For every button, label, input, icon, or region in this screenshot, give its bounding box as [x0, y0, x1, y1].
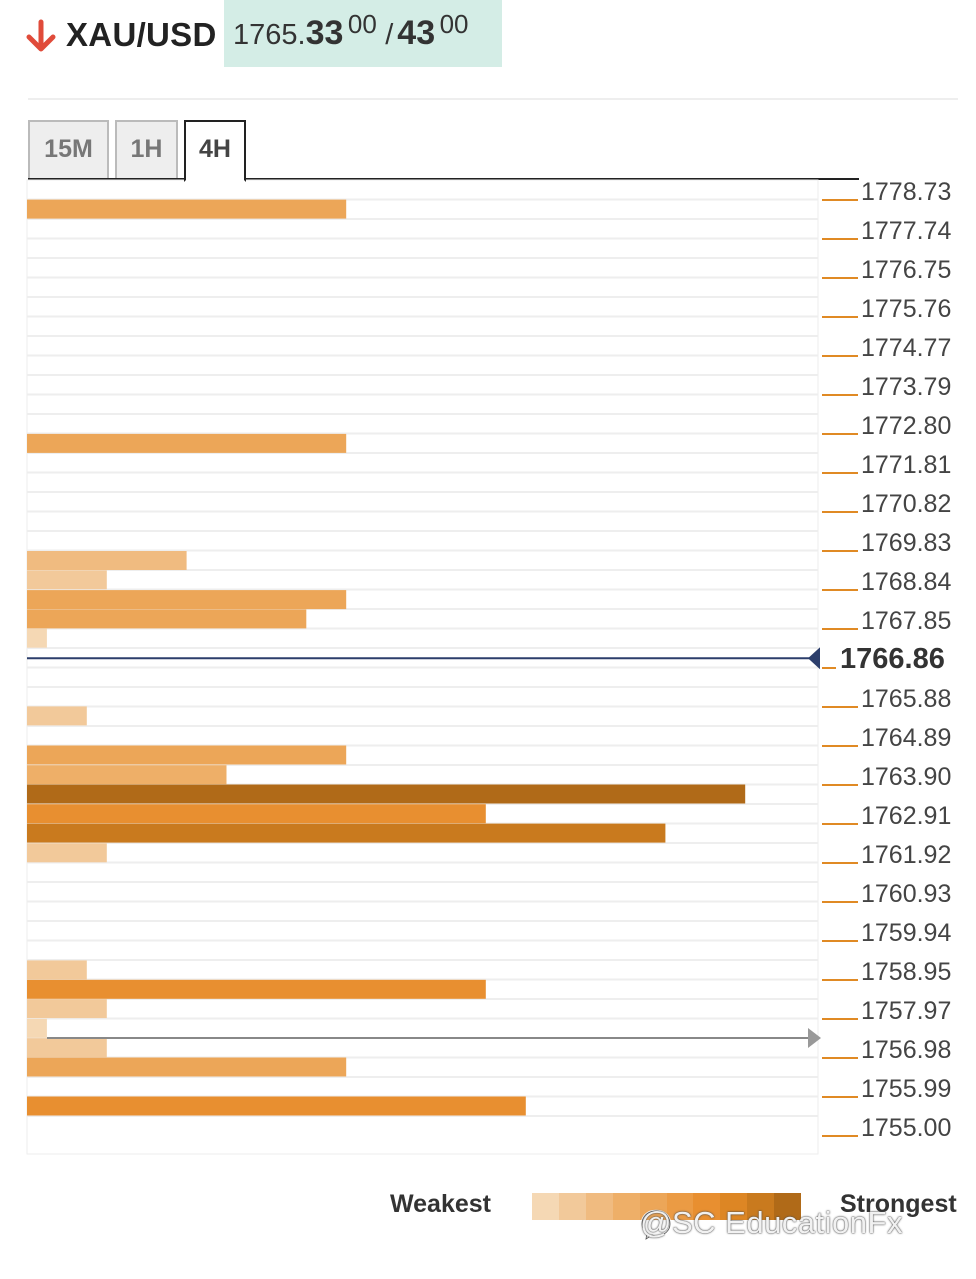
confluence-bar — [27, 628, 47, 648]
price-label: 1764.89 — [861, 724, 951, 752]
legend-swatch — [666, 1193, 694, 1220]
bid-sup: 00 — [347, 9, 377, 39]
quote-separator: / — [385, 19, 394, 51]
confluence-bar — [27, 823, 666, 843]
symbol-title[interactable]: XAU/USD — [66, 16, 217, 53]
price-label: 1755.00 — [861, 1114, 951, 1142]
ask-sup: 00 — [439, 9, 469, 39]
bid-prefix: 1765. — [233, 19, 306, 51]
legend-color-scale — [532, 1193, 802, 1220]
confluence-bar — [27, 1057, 347, 1077]
watermark-text: @SC EducationFx — [640, 1205, 903, 1240]
tab-1h[interactable]: 1H — [115, 120, 178, 180]
confluence-bar — [27, 960, 87, 980]
reference-arrow-icon — [808, 1028, 821, 1048]
confluence-bar — [27, 433, 347, 453]
confluence-bar — [27, 570, 107, 590]
price-label: 1770.82 — [861, 490, 951, 518]
price-label: 1768.84 — [861, 568, 951, 596]
price-label: 1761.92 — [861, 841, 951, 869]
confluence-bar — [27, 765, 227, 785]
price-label: 1775.76 — [861, 295, 951, 323]
down-arrow-icon — [26, 19, 56, 52]
price-label: 1763.90 — [861, 763, 951, 791]
price-label: 1762.91 — [861, 802, 951, 830]
bid-bold: 33 — [305, 14, 344, 52]
legend-swatch — [747, 1193, 775, 1220]
confluence-bar — [27, 551, 187, 570]
current-price-marker-icon — [808, 647, 820, 670]
price-label: 1759.94 — [861, 919, 951, 947]
price-label: 1756.98 — [861, 1036, 951, 1064]
confluence-bar — [27, 1018, 47, 1038]
price-label: 1755.99 — [861, 1075, 951, 1103]
legend-swatch — [558, 1193, 586, 1220]
confluence-bar — [27, 590, 347, 610]
confluence-bar — [27, 843, 107, 863]
confluence-bar — [27, 706, 87, 726]
confluence-bar — [27, 609, 307, 629]
confluence-bar — [27, 745, 347, 765]
quote-box: 1765.33 00 /43 00 — [224, 0, 502, 67]
price-label: 1769.83 — [861, 529, 951, 557]
confluence-bar — [27, 804, 486, 824]
confluence-bar — [27, 199, 347, 219]
price-label: 1772.80 — [861, 412, 951, 440]
legend-swatch — [693, 1193, 721, 1220]
tab-4h[interactable]: 4H — [184, 120, 246, 182]
confluence-bar — [27, 999, 107, 1019]
price-label: 1773.79 — [861, 373, 951, 401]
header-divider — [28, 98, 958, 100]
price-label: 1760.93 — [861, 880, 951, 908]
legend-swatch — [585, 1193, 613, 1220]
price-label: 1777.74 — [861, 217, 951, 245]
price-label: 1776.75 — [861, 256, 951, 284]
chat-bubble-icon — [640, 1209, 672, 1242]
ask-bold: 43 — [397, 14, 436, 52]
price-label: 1758.95 — [861, 958, 951, 986]
price-label: 1778.73 — [861, 178, 951, 206]
confluence-bar — [27, 784, 746, 804]
price-label: 1771.81 — [861, 451, 951, 479]
tab-underline — [28, 178, 859, 180]
legend-swatch — [532, 1193, 559, 1220]
price-label: 1774.77 — [861, 334, 951, 362]
legend-weakest-label: Weakest — [390, 1190, 491, 1218]
confluence-bar — [27, 979, 486, 999]
current-price-label: 1766.86 — [840, 643, 945, 675]
tab-15m[interactable]: 15M — [28, 120, 109, 180]
legend-swatch — [612, 1193, 640, 1220]
legend-swatch — [774, 1193, 802, 1220]
confluence-bar — [27, 1038, 107, 1058]
legend-strongest-label: Strongest — [840, 1190, 957, 1218]
confluence-bar — [27, 1096, 526, 1116]
price-label: 1765.88 — [861, 685, 951, 713]
price-label: 1767.85 — [861, 607, 951, 635]
price-label: 1757.97 — [861, 997, 951, 1025]
legend-swatch — [720, 1193, 748, 1220]
header: XAU/USD 1765.33 00 /43 00 — [0, 0, 976, 80]
